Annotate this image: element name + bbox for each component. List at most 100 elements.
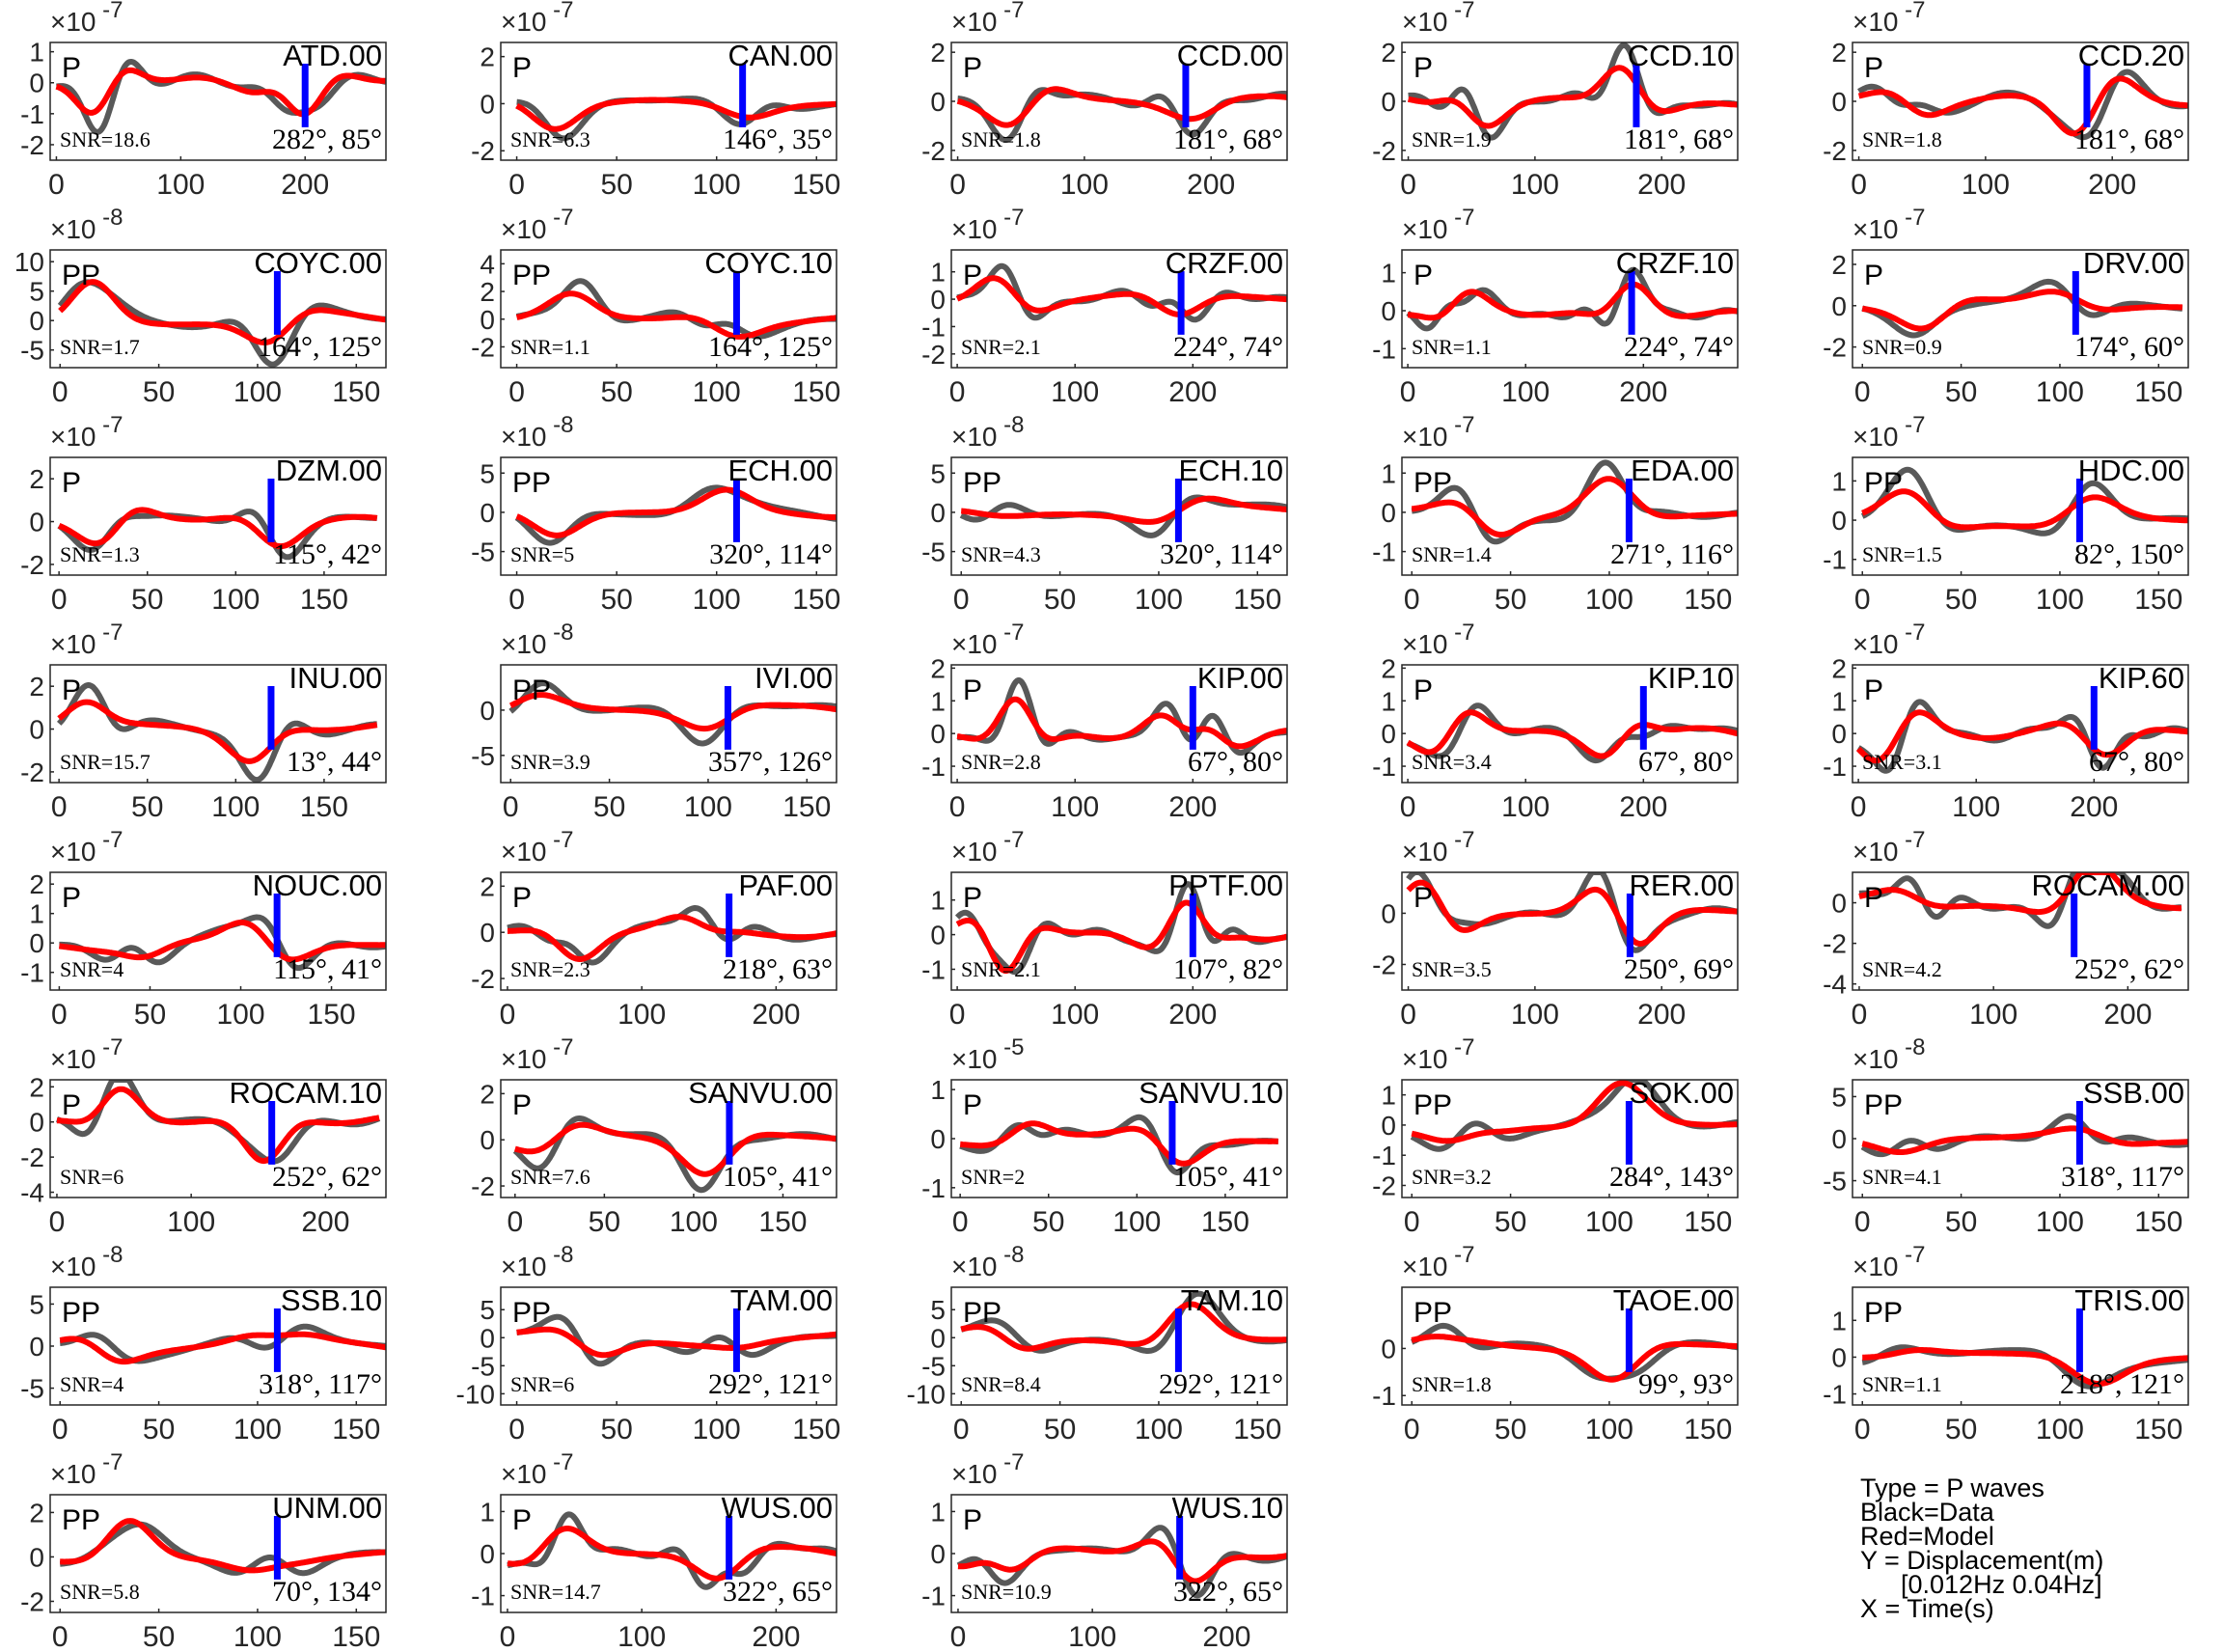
y-tick-label: 1 xyxy=(1381,1081,1396,1111)
x-tick-label: 100 xyxy=(211,584,260,616)
station-label: ATD.00 xyxy=(283,39,382,72)
phase-label: PP xyxy=(62,260,100,291)
azimuth-label: 357°, 126° xyxy=(708,746,833,778)
station-label: HDC.00 xyxy=(2078,454,2184,487)
legend-y-axis: Y = Displacement(m) xyxy=(1860,1546,2104,1575)
station-label: CCD.20 xyxy=(2078,39,2184,72)
y-tick-label: 0 xyxy=(930,1323,946,1353)
x-tick-label: 50 xyxy=(143,1414,175,1446)
y-tick-label: -4 xyxy=(1823,970,1847,1000)
x-tick-label: 100 xyxy=(233,376,282,408)
y-tick-label: 1 xyxy=(1831,1306,1847,1335)
y-tick-label: -5 xyxy=(20,336,44,366)
y-exponent-label: ×10 -7 xyxy=(50,1034,124,1074)
snr-label: SNR=15.7 xyxy=(60,750,151,774)
station-label: SANVU.00 xyxy=(688,1076,833,1110)
phase-label: PP xyxy=(512,260,551,291)
snr-label: SNR=2.3 xyxy=(510,957,590,981)
x-tick-label: 50 xyxy=(131,584,163,616)
azimuth-label: 164°, 125° xyxy=(708,331,833,363)
y-tick-label: 0 xyxy=(1381,898,1396,928)
x-tick-label: 0 xyxy=(1400,791,1416,823)
phase-label: P xyxy=(1864,675,1883,706)
snr-label: SNR=1.1 xyxy=(1862,1372,1942,1396)
panel-SANVU-00: 0 50 100 150 -2 0 2×10 -7 P SANVU.00 SNR=7.6 105°,… xyxy=(471,1034,837,1238)
model-trace xyxy=(1860,1347,2188,1387)
y-exponent-label: ×10 -7 xyxy=(1402,0,1475,37)
y-tick-label: 1 xyxy=(29,899,44,929)
axes-box xyxy=(950,871,1288,991)
x-tick-label: 50 xyxy=(1495,1414,1526,1446)
panel-ROCAM-10: 0 100 200 -4 -2 0 2×10 -7 P ROCAM.10 SNR=6 252°, 6… xyxy=(20,1034,387,1238)
azimuth-label: 292°, 121° xyxy=(1159,1368,1283,1400)
station-label: WUS.10 xyxy=(1172,1491,1283,1525)
x-tick-label: 50 xyxy=(1044,1414,1076,1446)
y-exponent-label: ×10 -7 xyxy=(501,1034,574,1074)
x-tick-label: 200 xyxy=(1187,169,1235,201)
axes-box xyxy=(1852,664,2189,784)
snr-label: SNR=5 xyxy=(510,542,574,566)
station-label: ECH.00 xyxy=(727,454,833,487)
snr-label: SNR=4 xyxy=(60,1372,124,1396)
x-tick-label: 0 xyxy=(507,1206,523,1238)
phase-label: P xyxy=(963,52,982,84)
axes-box xyxy=(500,871,837,991)
phase-label: PP xyxy=(62,1297,100,1329)
y-tick-label: 0 xyxy=(930,1539,946,1569)
data-trace xyxy=(1860,466,2188,537)
y-tick-label: 0 xyxy=(1381,87,1396,117)
phase-label: P xyxy=(62,675,81,706)
axes-box xyxy=(49,664,387,784)
x-tick-label: 200 xyxy=(281,169,329,201)
y-tick-label: -2 xyxy=(1823,136,1847,166)
x-tick-label: 0 xyxy=(949,791,966,823)
x-tick-label: 0 xyxy=(949,999,966,1031)
y-tick-label: 0 xyxy=(29,1332,44,1362)
panel-IVI-00: 0 50 100 150 -5 0 ×10 -8 PP IVI.00 SNR=3.9 357°, 1… xyxy=(471,620,837,823)
station-label: SOK.00 xyxy=(1629,1076,1734,1110)
phase-label: PP xyxy=(963,467,1002,499)
y-tick-label: -1 xyxy=(20,958,44,988)
x-tick-label: 50 xyxy=(1945,584,1977,616)
snr-label: SNR=4.1 xyxy=(1862,1165,1942,1189)
y-tick-label: 0 xyxy=(480,498,495,528)
x-tick-label: 100 xyxy=(1068,1621,1116,1652)
x-tick-label: 150 xyxy=(2134,376,2182,408)
model-trace xyxy=(1857,872,2183,916)
snr-label: SNR=18.6 xyxy=(60,127,151,151)
y-tick-label: 2 xyxy=(1831,38,1847,68)
y-exponent-label: ×10 -8 xyxy=(501,1242,574,1281)
y-tick-label: -1 xyxy=(1372,334,1396,364)
y-tick-label: 0 xyxy=(29,715,44,745)
azimuth-label: 322°, 65° xyxy=(1173,1576,1283,1608)
x-tick-label: 0 xyxy=(953,1414,970,1446)
azimuth-label: 320°, 114° xyxy=(709,538,833,570)
model-trace xyxy=(57,699,379,764)
phase-label: P xyxy=(512,882,532,914)
snr-label: SNR=6 xyxy=(60,1165,124,1189)
x-tick-label: 0 xyxy=(953,584,970,616)
y-tick-label: 0 xyxy=(29,508,44,537)
station-label: RER.00 xyxy=(1629,868,1734,902)
y-tick-label: -1 xyxy=(1823,1380,1847,1410)
model-trace xyxy=(1855,709,2188,764)
y-tick-label: 0 xyxy=(480,696,495,726)
x-tick-label: 100 xyxy=(2036,376,2084,408)
snr-label: SNR=1.5 xyxy=(1862,542,1942,566)
x-tick-label: 100 xyxy=(684,791,732,823)
x-tick-label: 200 xyxy=(1619,791,1667,823)
y-tick-label: 2 xyxy=(1381,653,1396,683)
x-tick-label: 150 xyxy=(332,1621,380,1652)
phase-label: P xyxy=(512,52,532,84)
azimuth-label: 164°, 125° xyxy=(258,331,382,363)
y-exponent-label: ×10 -7 xyxy=(951,205,1025,244)
station-label: NOUC.00 xyxy=(253,868,382,902)
y-tick-label: -2 xyxy=(471,964,495,994)
phase-label: PP xyxy=(1864,467,1903,499)
phase-label: P xyxy=(1413,52,1433,84)
x-tick-label: 50 xyxy=(1495,584,1526,616)
